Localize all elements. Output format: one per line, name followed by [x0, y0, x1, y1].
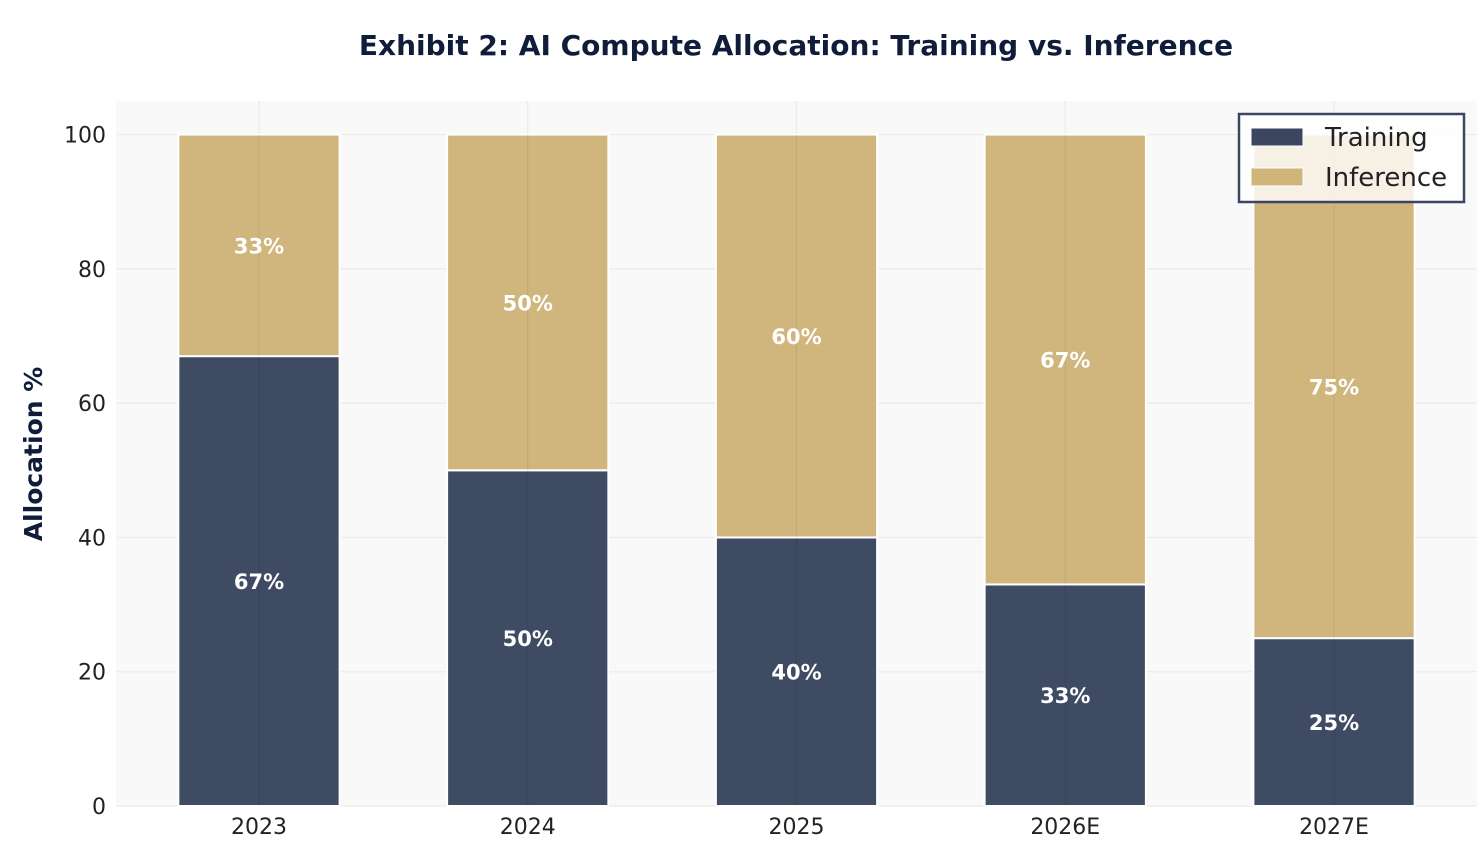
data-label-inference: 67%: [1040, 349, 1090, 373]
legend-label-training: Training: [1324, 123, 1428, 153]
legend-label-inference: Inference: [1325, 163, 1447, 193]
y-tick-label: 60: [78, 392, 106, 417]
x-tick-label: 2024: [500, 815, 556, 840]
legend-swatch-training: [1250, 127, 1304, 147]
data-label-training: 50%: [503, 627, 553, 651]
x-tick-label: 2027E: [1299, 815, 1369, 840]
y-tick-label: 40: [78, 526, 106, 551]
x-tick-label: 2023: [231, 815, 287, 840]
bar-training-2024: [446, 469, 610, 807]
bar-inference-2027e: [1252, 133, 1416, 640]
data-label-training: 40%: [771, 661, 821, 685]
y-tick-label: 100: [64, 124, 106, 149]
bars: [177, 133, 1416, 808]
data-label-inference: 33%: [234, 234, 284, 258]
data-label-inference: 75%: [1309, 375, 1359, 399]
bar-training-2027e: [1252, 637, 1416, 808]
chart-title: Exhibit 2: AI Compute Allocation: Traini…: [359, 29, 1233, 62]
bar-training-2026e: [983, 583, 1147, 808]
bar-inference-2025: [714, 133, 879, 539]
x-tick-label: 2025: [769, 815, 825, 840]
legend: Training Inference: [1237, 112, 1466, 204]
data-label-inference: 60%: [771, 325, 821, 349]
bar-inference-2026e: [983, 133, 1147, 586]
bar-training-2023: [177, 355, 341, 807]
data-label-training: 33%: [1040, 684, 1090, 708]
bar-training-2025: [714, 536, 879, 808]
axes: 0 20 40 60 80 100 2023 2024 2025 2026E 2027E: [64, 124, 1369, 840]
data-labels: 67% 50% 40% 33% 25% 33% 50% 60% 67% 75%: [234, 234, 1359, 735]
y-axis-label: Allocation %: [19, 367, 48, 542]
x-tick-label: 2026E: [1030, 815, 1100, 840]
data-label-inference: 50%: [503, 291, 553, 315]
bar-inference-2023: [177, 133, 341, 358]
y-tick-label: 80: [78, 258, 106, 283]
bar-inference-2024: [446, 133, 610, 472]
y-tick-label: 0: [92, 795, 106, 820]
data-label-training: 67%: [234, 570, 284, 594]
y-tick-label: 20: [78, 661, 106, 686]
data-label-training: 25%: [1309, 711, 1359, 735]
legend-swatch-inference: [1250, 167, 1304, 187]
